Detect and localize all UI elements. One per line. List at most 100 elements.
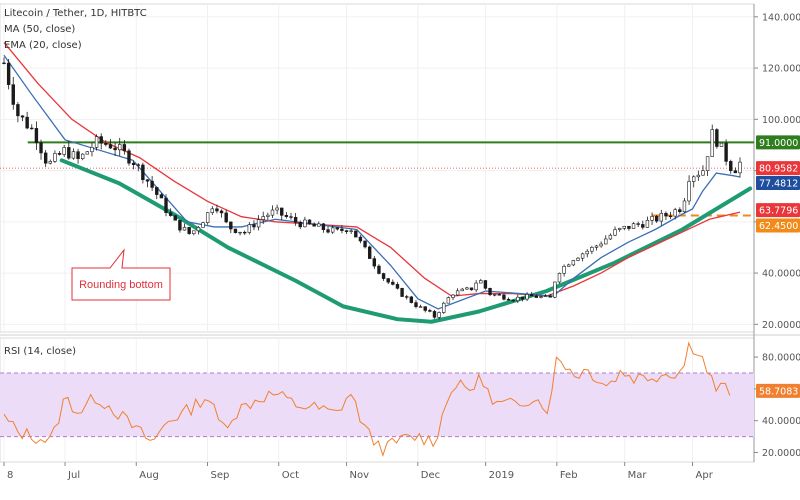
candle-body xyxy=(317,223,321,227)
rsi-band xyxy=(0,372,754,437)
candle-body xyxy=(266,214,270,217)
candle-body xyxy=(150,180,154,188)
candle-body xyxy=(604,238,608,245)
ma-line xyxy=(3,54,741,310)
candle-body xyxy=(113,147,117,151)
candle-body xyxy=(215,208,219,212)
candle-body xyxy=(164,197,168,213)
candle-body xyxy=(293,216,298,223)
candle-body xyxy=(233,228,238,233)
candle-body xyxy=(187,227,191,234)
candle-body xyxy=(252,224,256,228)
candle-body xyxy=(210,208,215,213)
candle-body xyxy=(395,284,400,289)
candle-body xyxy=(71,151,76,159)
candle-body xyxy=(367,246,372,259)
candle-body xyxy=(20,115,25,118)
candle-body xyxy=(710,129,714,157)
candle-body xyxy=(94,136,99,148)
candle-body xyxy=(57,153,62,155)
candle-body xyxy=(219,210,224,214)
candle-body xyxy=(104,142,108,145)
candle-body xyxy=(585,250,589,255)
candle-body xyxy=(437,312,441,318)
price-tick-label: 100.0000 xyxy=(762,115,800,126)
candle-body xyxy=(48,161,52,164)
candle-body xyxy=(654,216,659,222)
candle-body xyxy=(108,144,113,149)
candle-body xyxy=(25,116,29,129)
candle-body xyxy=(80,153,85,159)
candle-body xyxy=(455,290,460,296)
candle-body xyxy=(289,216,293,218)
candle-body xyxy=(469,287,474,291)
candle-body xyxy=(405,296,409,298)
candle-body xyxy=(99,136,103,144)
price-label-box xyxy=(756,203,800,218)
price-label-box xyxy=(756,218,800,233)
candle-body xyxy=(516,296,520,301)
candle-body xyxy=(349,230,353,232)
candle-body xyxy=(590,247,594,252)
candle-body xyxy=(256,219,261,228)
price-tick-label: 40.0000 xyxy=(762,269,800,280)
candle-body xyxy=(701,170,705,176)
candle-body xyxy=(465,287,469,290)
candle-body xyxy=(312,223,316,227)
candle-body xyxy=(298,221,302,228)
candle-body xyxy=(326,229,330,233)
candle-body xyxy=(641,224,645,228)
price-label-text: 80.9582 xyxy=(759,164,798,175)
candle-body xyxy=(358,236,363,242)
candle-body xyxy=(280,207,284,216)
candle-body xyxy=(483,280,488,289)
x-tick-label: Dec xyxy=(421,470,440,481)
candle-body xyxy=(330,227,335,233)
price-label-text: 63.7796 xyxy=(759,206,798,217)
price-label-text: 91.0000 xyxy=(759,138,798,149)
candle-body xyxy=(631,223,636,229)
candle-body xyxy=(451,294,455,298)
candle-body xyxy=(321,223,326,231)
candle-body xyxy=(488,287,492,296)
candle-body xyxy=(715,129,719,147)
candle-body xyxy=(34,128,39,144)
candle-body xyxy=(261,216,265,220)
price-label-text: 62.4500 xyxy=(759,221,798,232)
candle-body xyxy=(85,151,90,155)
candle-body xyxy=(506,298,511,301)
candle-body xyxy=(127,150,131,164)
x-tick-label: 2019 xyxy=(489,470,514,481)
price-tick-label: 140.0000 xyxy=(762,12,800,23)
candle-body xyxy=(599,243,603,247)
candle-body xyxy=(340,228,344,231)
price-label-box xyxy=(756,176,800,191)
ema-legend: EMA (20, close) xyxy=(4,40,82,51)
candle-body xyxy=(182,227,187,231)
candle-body xyxy=(307,219,312,225)
candle-body xyxy=(608,234,613,240)
candle-body xyxy=(372,258,377,267)
x-tick-label: Jul xyxy=(67,470,80,481)
candle-body xyxy=(696,174,701,178)
candle-body xyxy=(136,164,140,166)
candle-body xyxy=(738,161,742,174)
x-tick-label: Aug xyxy=(139,470,159,481)
candle-body xyxy=(67,147,71,159)
price-tick-label: 20.0000 xyxy=(762,320,800,331)
candle-body xyxy=(580,253,585,259)
candle-body xyxy=(131,162,136,166)
price-label-box xyxy=(756,161,800,176)
candle-body xyxy=(30,127,34,130)
rsi-line xyxy=(3,341,731,458)
candle-body xyxy=(446,297,451,304)
x-tick-label: Feb xyxy=(560,470,578,481)
candle-body xyxy=(497,294,501,296)
candle-body xyxy=(192,230,196,234)
candle-body xyxy=(6,62,11,85)
candle-body xyxy=(418,306,423,308)
candle-body xyxy=(622,225,626,229)
price-label-box xyxy=(756,135,800,150)
candle-body xyxy=(173,215,177,221)
